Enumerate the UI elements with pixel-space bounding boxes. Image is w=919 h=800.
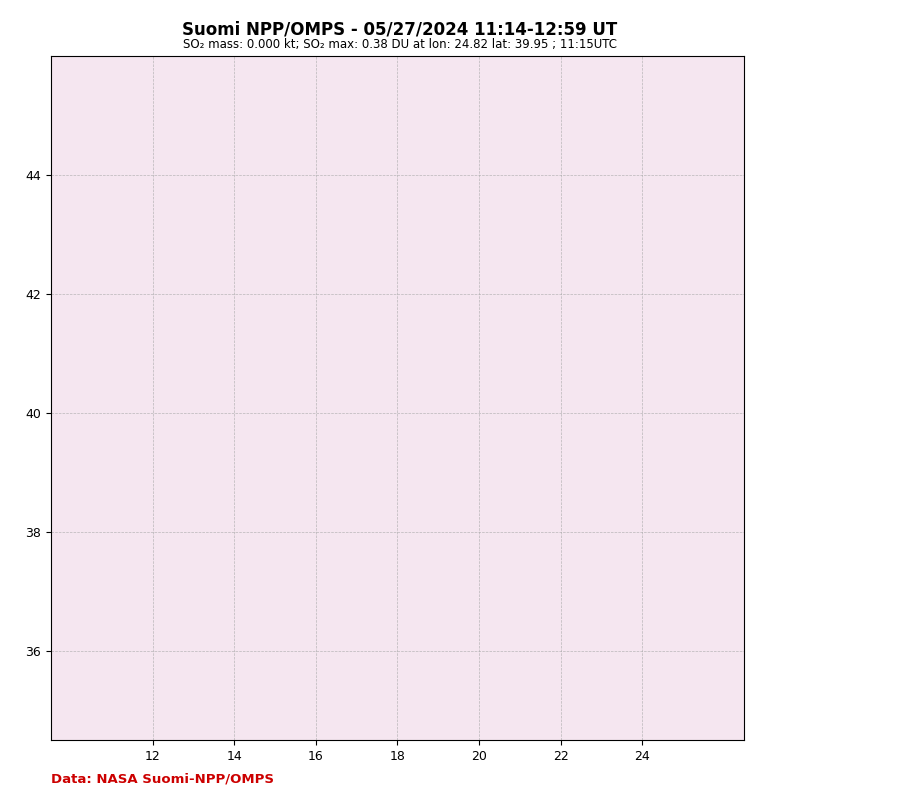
Text: Data: NASA Suomi-NPP/OMPS: Data: NASA Suomi-NPP/OMPS [51,773,274,786]
Text: SO₂ mass: 0.000 kt; SO₂ max: 0.38 DU at lon: 24.82 lat: 39.95 ; 11:15UTC: SO₂ mass: 0.000 kt; SO₂ max: 0.38 DU at … [183,38,617,50]
Text: Suomi NPP/OMPS - 05/27/2024 11:14-12:59 UT: Suomi NPP/OMPS - 05/27/2024 11:14-12:59 … [182,20,618,38]
